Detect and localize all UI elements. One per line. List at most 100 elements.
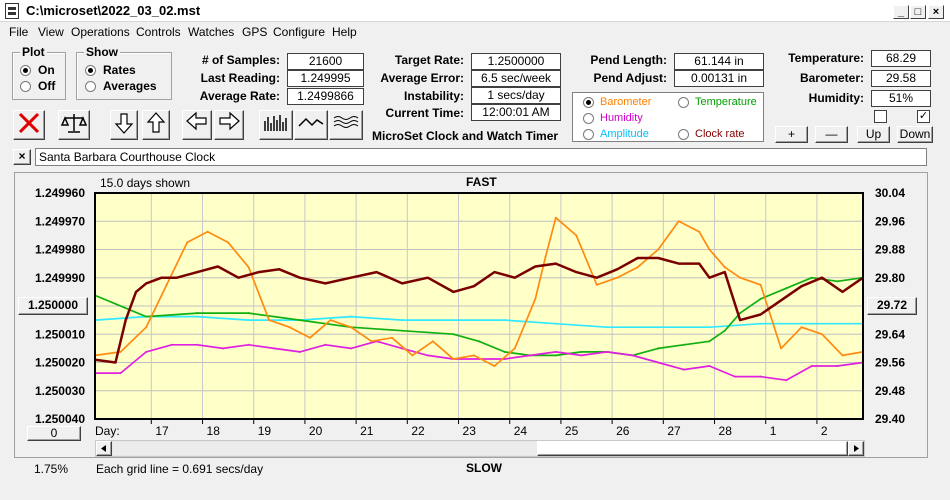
data-point-temperature <box>785 287 788 290</box>
close-window-button[interactable]: × <box>928 5 944 19</box>
down-arrow-button[interactable] <box>110 110 138 140</box>
scroll-left-button[interactable] <box>96 441 112 456</box>
barometer-series-radio[interactable] <box>583 97 594 108</box>
left-checkbox[interactable] <box>874 110 887 123</box>
data-point-humidity <box>682 368 685 371</box>
up-button[interactable]: Up <box>857 126 890 143</box>
amplitude-series-radio[interactable] <box>583 129 594 140</box>
plot-off-label[interactable]: Off <box>38 79 56 93</box>
right-arrow-button[interactable] <box>214 110 244 140</box>
plot-off-radio[interactable] <box>20 81 31 92</box>
series-line-barometer <box>94 216 864 367</box>
balance-button[interactable] <box>58 110 90 140</box>
menu-help[interactable]: Help <box>332 25 357 39</box>
pend-length-field: 61.144 in <box>674 53 764 70</box>
humidity-label: Humidity: <box>808 91 864 105</box>
data-point-humidity <box>145 350 148 353</box>
stop-button[interactable] <box>13 110 45 140</box>
data-point-amplitude <box>196 315 199 318</box>
zero-button[interactable]: 0 <box>27 426 81 441</box>
y-left-tick-label: 1.250040 <box>35 412 85 426</box>
x-tick-label: 26 <box>616 424 630 438</box>
plot-on-label[interactable]: On <box>38 63 55 77</box>
clear-note-button[interactable]: × <box>13 149 31 165</box>
data-point-barometer <box>206 230 209 233</box>
data-point-barometer <box>708 248 711 251</box>
average-error-field: 6.5 sec/week <box>471 70 561 87</box>
center-right-button[interactable]: 29.72 <box>867 297 917 315</box>
samples-field: 21600 <box>287 53 364 70</box>
app-caption: MicroSet Clock and Watch Timer <box>372 129 559 143</box>
down-button[interactable]: Down <box>897 126 933 143</box>
data-point-humidity <box>119 372 122 375</box>
menu-operations[interactable]: Operations <box>71 25 130 39</box>
minimize-button[interactable]: _ <box>893 5 909 19</box>
bar-view-button[interactable] <box>259 110 293 140</box>
y-right-tick-label: 29.48 <box>875 384 905 398</box>
scroll-right-button[interactable] <box>848 441 864 456</box>
data-point-barometer <box>544 255 547 258</box>
temperature-series-radio[interactable] <box>678 97 689 108</box>
humidity-series-label[interactable]: Humidity <box>600 112 643 124</box>
data-point-temperature <box>836 280 839 283</box>
note-input[interactable]: Santa Barbara Courthouse Clock <box>35 148 927 166</box>
x-tick-label: 23 <box>463 424 477 438</box>
show-averages-radio[interactable] <box>85 81 96 92</box>
center-rate-button[interactable]: 1.250000 <box>18 297 88 315</box>
data-point-barometer <box>759 283 762 286</box>
show-rates-label[interactable]: Rates <box>103 63 136 77</box>
window-title: C:\microset\2022_03_02.mst <box>26 3 201 18</box>
scroll-thumb[interactable] <box>537 441 848 456</box>
data-point-temperature <box>478 340 480 343</box>
clock-rate-series-label[interactable]: Clock rate <box>695 128 745 140</box>
triangle-left-icon <box>101 445 106 452</box>
target-rate-label: Target Rate: <box>394 53 464 67</box>
menu-gps[interactable]: GPS <box>242 25 268 39</box>
data-point-temperature <box>682 343 685 346</box>
clock-rate-series-radio[interactable] <box>678 129 689 140</box>
show-rates-radio[interactable] <box>85 65 96 76</box>
data-point-humidity <box>426 354 429 357</box>
data-point-clock-rate <box>723 271 726 274</box>
y-right-tick-label: 29.40 <box>875 412 905 426</box>
data-point-barometer <box>452 358 455 360</box>
data-point-clock-rate <box>426 276 429 279</box>
humidity-series-radio[interactable] <box>583 113 594 124</box>
amplitude-series-label[interactable]: Amplitude <box>600 128 649 140</box>
y-left-tick-label: 1.249960 <box>35 186 85 200</box>
minus-button[interactable]: — <box>815 126 848 143</box>
plus-button[interactable]: + <box>775 126 808 143</box>
barometer-series-label[interactable]: Barometer <box>600 96 652 108</box>
y-left-tick-label: 1.250010 <box>35 327 85 341</box>
maximize-button[interactable]: □ <box>910 5 926 19</box>
temperature-series-label[interactable]: Temperature <box>695 96 757 108</box>
up-arrow-button[interactable] <box>142 110 170 140</box>
app-icon[interactable] <box>5 3 19 19</box>
x-tick-label: 28 <box>719 424 733 438</box>
current-time-label: Current Time: <box>385 106 464 120</box>
plot-on-radio[interactable] <box>20 65 31 76</box>
menu-file[interactable]: File <box>9 25 29 39</box>
slow-label: SLOW <box>466 461 502 475</box>
data-point-temperature <box>739 312 742 315</box>
line-view-button[interactable] <box>294 110 328 140</box>
menu-configure[interactable]: Configure <box>273 25 326 39</box>
horizontal-scrollbar[interactable] <box>95 440 865 457</box>
data-point-barometer <box>472 354 475 357</box>
left-arrow-button[interactable] <box>182 110 212 140</box>
scroll-track[interactable] <box>113 442 537 455</box>
data-point-clock-rate <box>160 276 163 279</box>
data-point-barometer <box>739 276 742 279</box>
data-point-barometer <box>309 336 311 339</box>
menu-view[interactable]: View <box>38 25 64 39</box>
data-point-clock-rate <box>135 290 137 293</box>
right-checkbox[interactable]: ✓ <box>917 110 930 123</box>
wave-view-button[interactable] <box>329 110 363 140</box>
data-point-temperature <box>401 329 404 332</box>
data-point-humidity <box>170 343 173 346</box>
menu-controls[interactable]: Controls <box>136 25 181 39</box>
menu-watches[interactable]: Watches <box>188 25 235 39</box>
y-right-tick-label: 29.56 <box>875 356 905 370</box>
show-averages-label[interactable]: Averages <box>103 79 157 93</box>
data-point-clock-rate <box>534 265 537 268</box>
